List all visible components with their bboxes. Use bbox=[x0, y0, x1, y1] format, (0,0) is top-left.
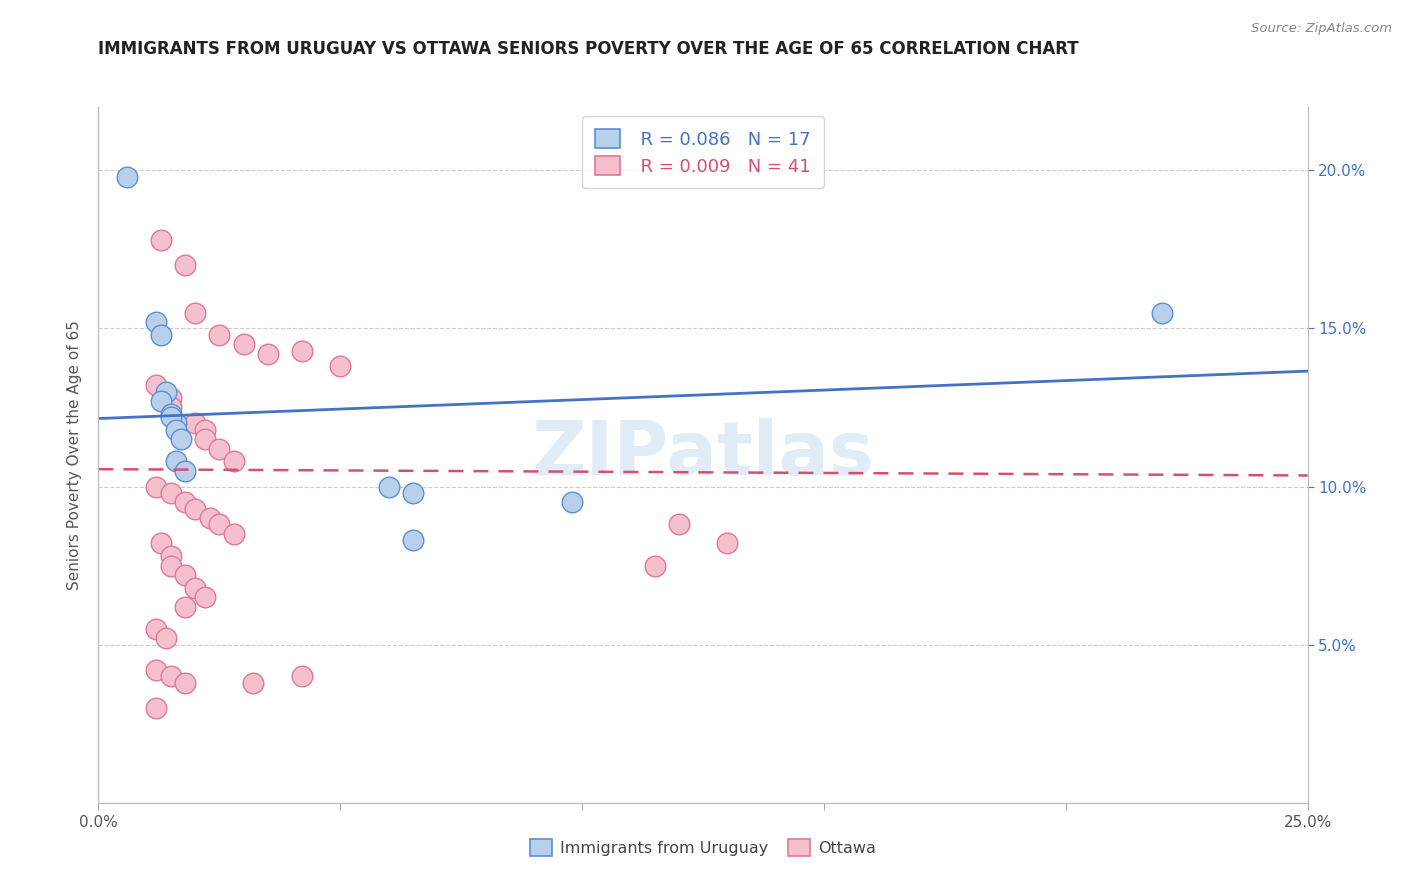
Point bbox=[160, 558, 183, 573]
Point bbox=[242, 675, 264, 690]
Point bbox=[1152, 305, 1174, 319]
Point bbox=[160, 391, 183, 405]
Point bbox=[160, 401, 183, 415]
Point bbox=[174, 258, 197, 272]
Text: Source: ZipAtlas.com: Source: ZipAtlas.com bbox=[1251, 22, 1392, 36]
Point bbox=[329, 359, 352, 374]
Point bbox=[668, 517, 690, 532]
Legend: Immigrants from Uruguay, Ottawa: Immigrants from Uruguay, Ottawa bbox=[522, 831, 884, 864]
Point bbox=[155, 632, 177, 646]
Point bbox=[232, 337, 254, 351]
Point bbox=[160, 486, 183, 500]
Point bbox=[194, 432, 217, 446]
Point bbox=[256, 347, 278, 361]
Point bbox=[402, 533, 425, 548]
Point bbox=[145, 622, 167, 636]
Point bbox=[222, 454, 245, 468]
Y-axis label: Seniors Poverty Over the Age of 65: Seniors Poverty Over the Age of 65 bbox=[67, 320, 83, 590]
Point bbox=[174, 568, 197, 582]
Point bbox=[184, 581, 207, 595]
Point bbox=[290, 669, 312, 683]
Point bbox=[174, 464, 197, 478]
Point bbox=[160, 669, 183, 683]
Point bbox=[145, 479, 167, 493]
Point bbox=[174, 675, 197, 690]
Point bbox=[169, 432, 191, 446]
Point bbox=[160, 549, 183, 563]
Point bbox=[155, 384, 177, 399]
Point bbox=[145, 701, 167, 715]
Text: ZIPatlas: ZIPatlas bbox=[531, 418, 875, 491]
Point bbox=[194, 423, 217, 437]
Point bbox=[150, 233, 173, 247]
Point bbox=[208, 442, 231, 456]
Point bbox=[184, 417, 207, 431]
Point bbox=[145, 315, 167, 329]
Point bbox=[208, 517, 231, 532]
Point bbox=[165, 417, 187, 431]
Point bbox=[174, 599, 197, 614]
Point bbox=[145, 663, 167, 677]
Point bbox=[290, 343, 312, 358]
Point bbox=[150, 394, 173, 409]
Point bbox=[208, 327, 231, 342]
Point bbox=[222, 527, 245, 541]
Point bbox=[150, 327, 173, 342]
Point bbox=[561, 495, 583, 509]
Text: IMMIGRANTS FROM URUGUAY VS OTTAWA SENIORS POVERTY OVER THE AGE OF 65 CORRELATION: IMMIGRANTS FROM URUGUAY VS OTTAWA SENIOR… bbox=[98, 40, 1078, 58]
Point bbox=[644, 558, 666, 573]
Point bbox=[174, 495, 197, 509]
Point bbox=[160, 409, 183, 424]
Point bbox=[184, 501, 207, 516]
Point bbox=[184, 305, 207, 319]
Point bbox=[160, 407, 183, 421]
Point bbox=[150, 536, 173, 550]
Point bbox=[117, 169, 139, 184]
Point bbox=[145, 378, 167, 392]
Point bbox=[165, 454, 187, 468]
Point bbox=[716, 536, 738, 550]
Point bbox=[402, 486, 425, 500]
Point bbox=[165, 423, 187, 437]
Point bbox=[194, 591, 217, 605]
Point bbox=[377, 479, 399, 493]
Point bbox=[198, 511, 221, 525]
